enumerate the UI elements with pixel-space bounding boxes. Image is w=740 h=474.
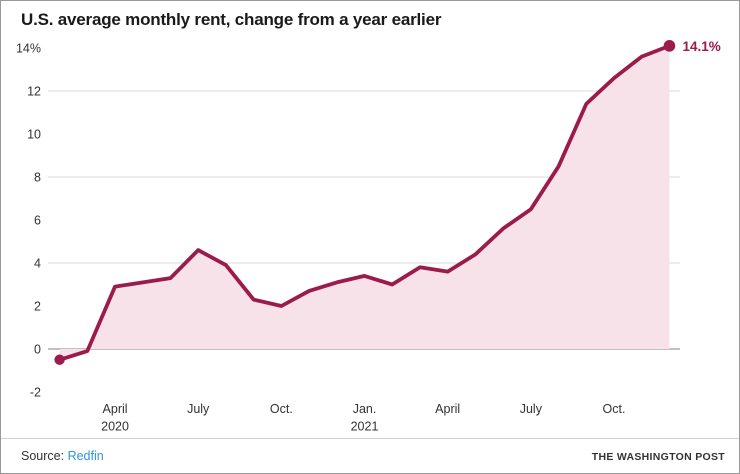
x-tick-year-label: 2021 [351, 420, 379, 434]
x-tick-label: July [520, 402, 543, 416]
end-point-dot [663, 40, 676, 52]
source-note: Source: Redfin [21, 449, 104, 463]
source-label: Source: [21, 449, 65, 463]
y-tick-label: 8 [34, 171, 41, 185]
y-tick-label: 2 [34, 300, 41, 314]
area-fill [59, 45, 670, 360]
footer: Source: Redfin THE WASHINGTON POST [1, 438, 739, 473]
y-tick-label: 12 [27, 85, 41, 99]
x-tick-label: Oct. [270, 402, 293, 416]
y-tick-label: 14% [16, 42, 41, 56]
x-tick-label: Jan. [353, 402, 377, 416]
x-tick-label: April [435, 402, 460, 416]
y-tick-label: -2 [30, 386, 41, 400]
rent-change-area-chart: 14% 12 10 8 6 4 2 0 -2 April 2020 July Oct. Jan. 2021 A… [16, 39, 721, 434]
y-tick-label: 4 [34, 257, 41, 271]
y-tick-label: 0 [34, 343, 41, 357]
end-value-label: 14.1% [682, 39, 720, 54]
x-tick-label: Oct. [603, 402, 626, 416]
washington-post-wordmark: THE WASHINGTON POST [591, 451, 725, 463]
y-tick-label: 10 [27, 128, 41, 142]
start-point-dot [54, 354, 65, 365]
x-tick-label: April [103, 402, 128, 416]
source-link-redfin[interactable]: Redfin [67, 449, 104, 463]
x-tick-label: July [187, 402, 210, 416]
x-tick-year-label: 2020 [101, 420, 129, 434]
trend-line [57, 44, 672, 362]
y-tick-label: 6 [34, 214, 41, 228]
chart-title: U.S. average monthly rent, change from a… [21, 10, 442, 29]
